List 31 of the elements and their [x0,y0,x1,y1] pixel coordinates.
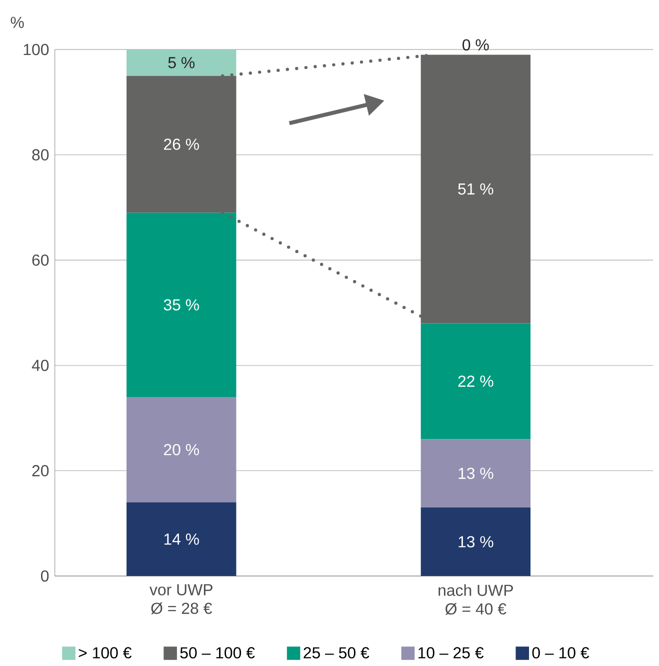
data-label: 20 % [164,444,199,456]
data-label: 26 % [164,138,199,150]
bar [420,508,530,576]
y-tick-label: 0 [40,570,48,582]
legend-label: > 100 € [78,647,132,658]
bar [126,502,236,576]
data-label: 22 % [458,376,494,387]
legend-label: 50 – 100 € [180,647,255,658]
bar [420,323,530,440]
y-tick-label: 80 [32,149,48,160]
legend-label: 0 – 10 € [532,647,589,658]
data-label: 13 % [458,536,494,548]
x-tick-label: vor UWP Ø = 28 € [149,584,212,614]
data-label: 13 % [458,468,494,479]
data-label: 51 % [458,183,494,195]
y-tick-label: 20 [32,465,48,476]
bar [420,439,530,508]
data-label: 5 % [168,57,194,68]
y-axis-title: % [10,16,24,28]
data-label: 0 % [462,39,489,51]
bar [126,396,236,502]
bar [126,212,236,397]
legend-label: 10 – 25 € [418,647,484,658]
y-tick-label: 100 [24,44,48,56]
data-label: 14 % [164,534,199,545]
y-tick-label: 40 [32,360,48,372]
x-tick-label: nach UWP Ø = 40 € [438,584,513,615]
bar [126,50,236,76]
data-label: 35 % [164,299,199,310]
legend-label: 25 – 50 € [303,647,369,658]
y-tick-label: 60 [32,254,48,266]
